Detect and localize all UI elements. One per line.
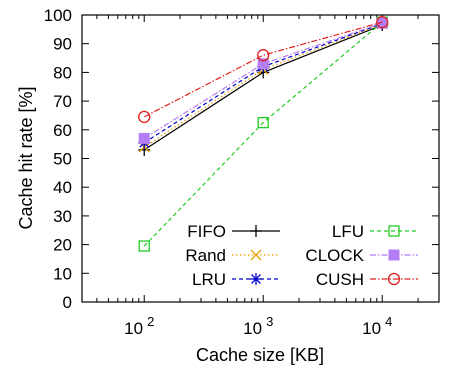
x-tick-label: 10 3 [243, 314, 273, 338]
legend-marker [250, 225, 262, 237]
y-tick-label: 70 [53, 92, 72, 111]
series-line-lfu [143, 21, 383, 247]
legend-item-fifo: FIFO [187, 222, 280, 241]
y-axis: 0 10 20 30 40 50 60 70 80 90 100 [44, 6, 439, 312]
legend-item-lfu: LFU [332, 222, 418, 241]
series-line-cush [143, 21, 383, 118]
series-group [138, 16, 389, 252]
legend-marker [388, 225, 400, 237]
legend-label: Rand [185, 246, 226, 265]
legend-label: FIFO [187, 222, 226, 241]
y-tick-label: 0 [63, 293, 72, 312]
data-point-cush [257, 49, 270, 62]
legend-item-clock: CLOCK [305, 246, 418, 265]
legend-label: LFU [332, 222, 364, 241]
series-lfu [138, 16, 388, 252]
y-tick-label: 40 [53, 178, 72, 197]
series-line-rand [143, 23, 383, 148]
y-axis-label: Cache hit rate [%] [16, 86, 36, 229]
data-point-cush [138, 110, 151, 124]
legend-item-lru: LRU [192, 270, 280, 289]
x-tick-exponent: 2 [147, 314, 154, 329]
y-tick-label: 60 [53, 121, 72, 140]
data-point-clock [376, 17, 388, 29]
series-line-lru [143, 23, 383, 144]
legend: FIFO Rand LRU LFU CLOCK CUSH [185, 222, 418, 289]
x-tick-base: 10 [124, 319, 143, 338]
legend-item-cush: CUSH [316, 270, 418, 289]
y-tick-label: 20 [53, 236, 72, 255]
y-tick-label: 90 [53, 35, 72, 54]
x-tick-label: 10 2 [124, 314, 154, 338]
y-tick-label: 80 [53, 63, 72, 82]
data-point-clock [257, 58, 269, 70]
y-tick-label: 50 [53, 150, 72, 169]
x-tick-base: 10 [243, 319, 262, 338]
x-tick-base: 10 [362, 319, 381, 338]
legend-marker [387, 272, 401, 286]
y-tick-label: 100 [44, 6, 72, 25]
series-cush [138, 16, 389, 124]
y-tick-label: 10 [53, 264, 72, 283]
legend-label: CLOCK [305, 246, 364, 265]
x-axis-label: Cache size [KB] [196, 345, 324, 365]
legend-marker [388, 249, 400, 261]
data-point-clock [138, 132, 150, 144]
legend-label: CUSH [316, 270, 364, 289]
x-tick-exponent: 4 [385, 314, 392, 329]
data-point-lfu [257, 116, 269, 129]
legend-marker [250, 249, 262, 261]
legend-label: LRU [192, 270, 226, 289]
legend-marker [250, 273, 262, 285]
series-clock [138, 17, 388, 144]
x-tick-label: 10 4 [362, 314, 392, 338]
y-tick-label: 30 [53, 207, 72, 226]
series-line-clock [143, 22, 383, 139]
data-point-cush [376, 16, 389, 29]
series-line-fifo [143, 24, 383, 151]
legend-item-rand: Rand [185, 246, 280, 265]
series-rand [138, 18, 388, 153]
x-tick-exponent: 3 [266, 314, 273, 329]
series-fifo [138, 19, 389, 156]
data-point-lfu [138, 240, 150, 252]
